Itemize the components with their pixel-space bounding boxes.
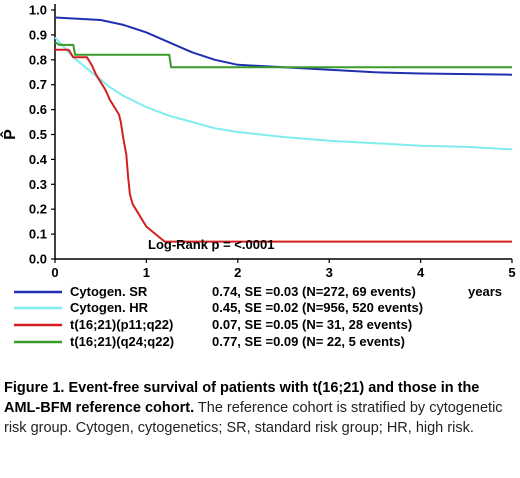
x-axis-label: years [468,284,502,299]
y-tick-label: 0.1 [29,227,47,242]
x-tick-label: 5 [508,265,515,280]
series-line-2 [55,48,512,243]
y-tick-label: 0.3 [29,177,47,192]
y-tick-label: 0.5 [29,127,47,142]
series-line-0 [54,16,513,76]
y-tick-label: 0.0 [29,252,47,267]
y-tick-label: 0.6 [29,102,47,117]
legend-stats-3: 0.77, SE =0.09 (N= 22, 5 events) [212,334,405,349]
y-tick-label: 0.4 [29,152,48,167]
caption-text: The reference cohort is stratified by cy… [4,400,503,436]
y-tick-label: 0.8 [29,52,47,67]
legend-stats-1: 0.45, SE =0.02 (N=956, 520 events) [212,300,423,315]
legend-name-1: Cytogen. HR [70,300,149,315]
log-rank-annotation: Log-Rank p = <.0001 [148,237,274,252]
x-tick-label: 3 [326,265,333,280]
x-tick-label: 0 [51,265,58,280]
y-tick-label: 0.7 [29,77,47,92]
y-tick-label: 1.0 [29,3,47,18]
caption-bold: Figure 1. Event-free survival of patient… [4,380,480,416]
x-tick-label: 4 [417,265,425,280]
legend-name-3: t(16;21)(q24;q22) [70,334,174,349]
figure-caption: Figure 1. Event-free survival of patient… [4,378,516,438]
legend-stats-0: 0.74, SE =0.03 (N=272, 69 events) [212,284,416,299]
series-line-3 [54,41,512,69]
x-tick-label: 1 [143,265,150,280]
legend-name-0: Cytogen. SR [70,284,148,299]
survival-chart: 0.00.10.20.30.40.50.60.70.80.91.00 1 2 3 4 5 … [0,3,516,350]
x-tick-label: 2 [234,265,241,280]
legend-name-2: t(16;21)(p11;q22) [70,317,173,332]
legend-stats-2: 0.07, SE =0.05 (N= 31, 28 events) [212,317,412,332]
y-tick-label: 0.2 [29,202,47,217]
legend: Cytogen. SR 0.74, SE =0.03 (N=272, 69 eve… [14,284,423,349]
y-axis-label: P̂ [0,129,19,140]
series-line-1 [54,36,513,151]
y-tick-label: 0.9 [29,27,47,42]
